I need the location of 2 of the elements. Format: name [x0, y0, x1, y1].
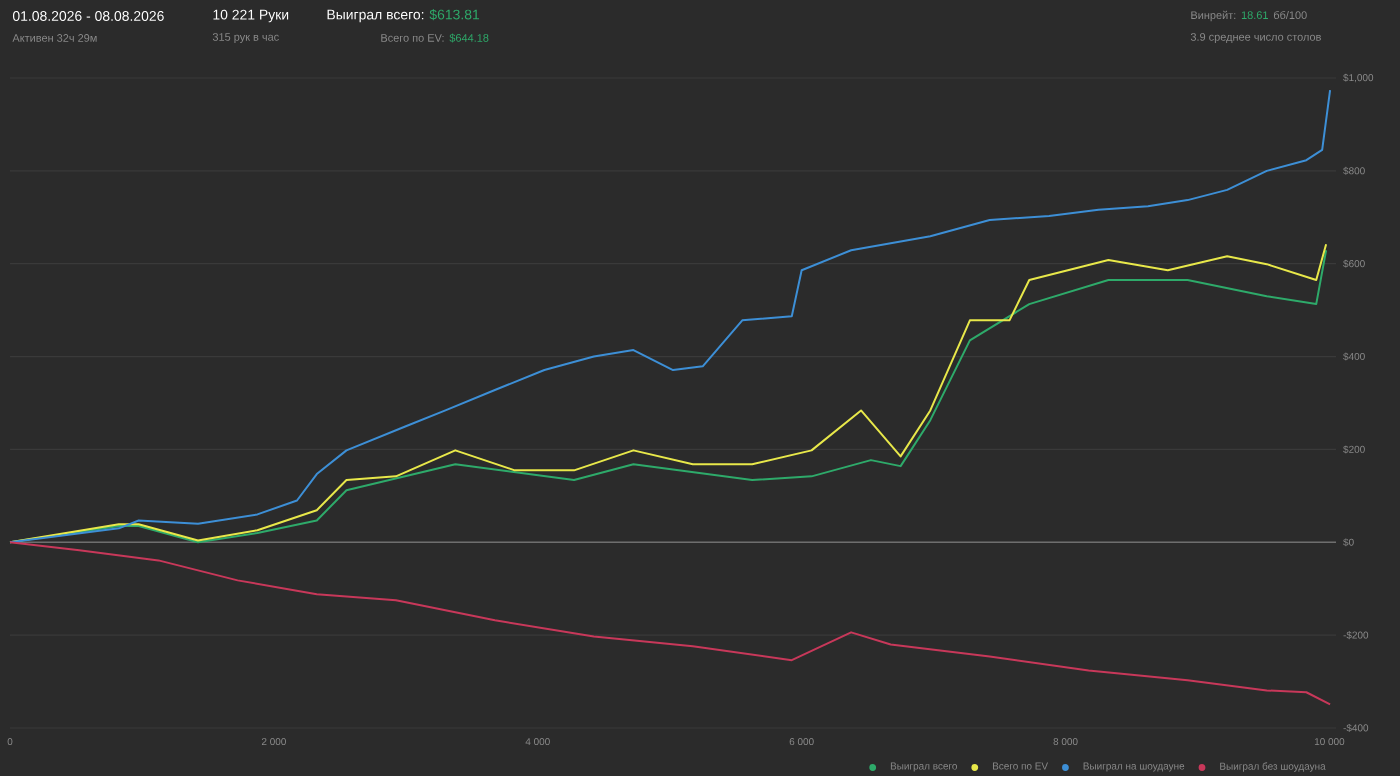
line-series [9, 89, 1332, 544]
line-series [9, 541, 1332, 706]
